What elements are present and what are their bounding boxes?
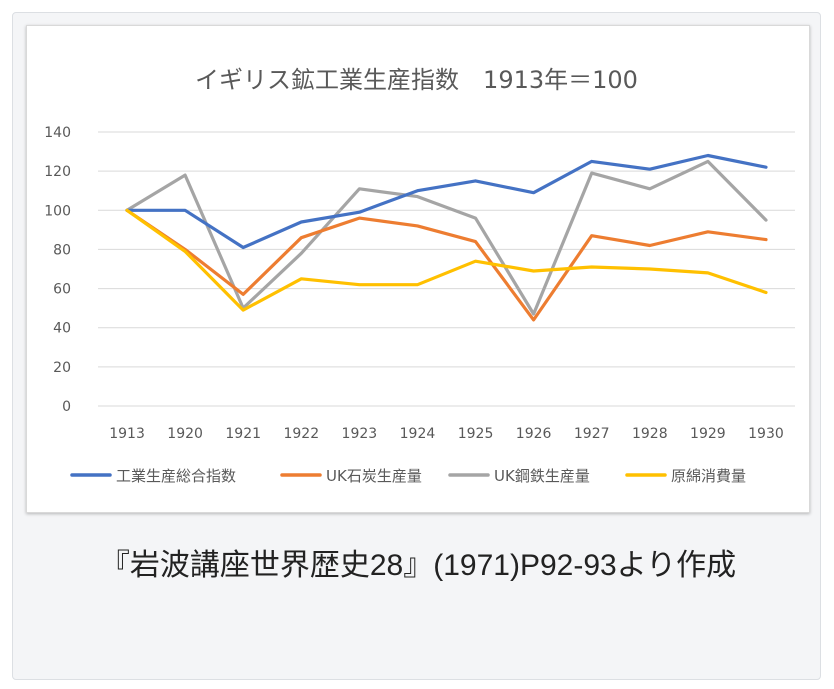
x-tick-label: 1920 xyxy=(167,426,203,442)
x-tick-label: 1921 xyxy=(225,426,261,442)
y-tick-label: 80 xyxy=(53,242,71,258)
y-tick-label: 0 xyxy=(62,399,71,415)
y-tick-label: 60 xyxy=(53,282,71,298)
legend-label: 原綿消費量 xyxy=(671,467,746,485)
x-tick-label: 1930 xyxy=(748,426,784,442)
figure-card: イギリス鉱工業生産指数 1913年＝100 0 20 40 60 80 100 120 140 1… xyxy=(12,12,821,680)
legend-label: UK石炭生産量 xyxy=(326,467,422,485)
y-tick-label: 40 xyxy=(53,321,71,337)
x-tick-label: 1924 xyxy=(400,426,436,442)
x-tick-label: 1925 xyxy=(458,426,494,442)
series-line-2 xyxy=(125,208,768,322)
x-tick-label: 1927 xyxy=(574,426,610,442)
x-tick-label: 1923 xyxy=(342,426,378,442)
x-tick-label: 1913 xyxy=(109,426,145,442)
x-tick-label: 1928 xyxy=(632,426,668,442)
series-line-1 xyxy=(125,153,768,250)
figure-caption: 『岩波講座世界歴史28』(1971)P92-93より作成 xyxy=(99,549,737,582)
series-line-4 xyxy=(125,208,768,312)
x-tick-label: 1926 xyxy=(516,426,552,442)
y-tick-label: 140 xyxy=(44,125,71,141)
chart-frame: イギリス鉱工業生産指数 1913年＝100 0 20 40 60 80 100 120 140 1… xyxy=(26,25,810,513)
x-tick-label: 1922 xyxy=(283,426,319,442)
chart-title: イギリス鉱工業生産指数 1913年＝100 xyxy=(195,66,638,94)
x-tick-label: 1929 xyxy=(690,426,726,442)
y-tick-label: 120 xyxy=(44,164,71,180)
y-tick-label: 100 xyxy=(44,203,71,219)
legend-label: 工業生産総合指数 xyxy=(116,467,236,485)
legend-label: UK鋼鉄生産量 xyxy=(494,467,590,485)
y-tick-label: 20 xyxy=(53,360,71,376)
line-chart: イギリス鉱工業生産指数 1913年＝100 0 20 40 60 80 100 120 140 1… xyxy=(44,66,795,485)
